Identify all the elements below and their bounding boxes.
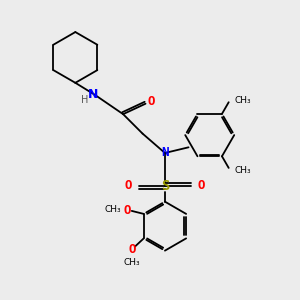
Text: O: O: [147, 95, 154, 108]
Text: N: N: [88, 88, 98, 101]
Text: CH₃: CH₃: [235, 96, 251, 105]
Text: O: O: [198, 179, 205, 192]
Text: O: O: [128, 243, 136, 256]
Text: CH₃: CH₃: [124, 258, 140, 267]
Text: H: H: [81, 95, 88, 105]
Text: O: O: [124, 204, 131, 217]
Text: CH₃: CH₃: [104, 205, 121, 214]
Text: O: O: [125, 179, 132, 192]
Text: N: N: [161, 146, 169, 160]
Text: S: S: [161, 179, 169, 193]
Text: CH₃: CH₃: [235, 166, 251, 175]
